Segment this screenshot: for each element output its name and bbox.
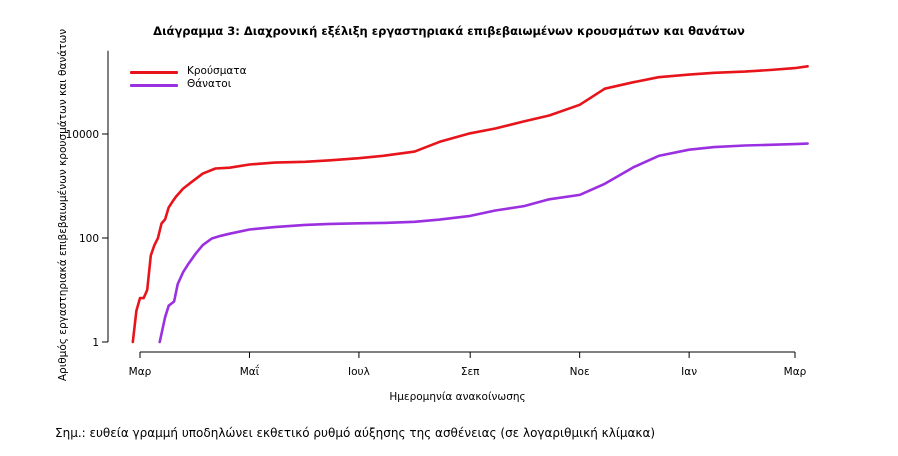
x-tick-label: Νοε: [570, 366, 590, 378]
x-tick-label: Σεπ: [461, 366, 480, 378]
x-axis-label: Ημερομηνία ανακοίνωσης: [389, 391, 526, 403]
legend-swatch-deaths: [130, 84, 178, 87]
x-tick-label: Μαρ: [129, 366, 152, 378]
y-tick-label: 1: [92, 337, 99, 349]
series-lines: [131, 65, 809, 344]
x-tick-label: Ιουλ: [348, 366, 370, 378]
x-tick-label: Μαρ: [784, 366, 807, 378]
x-tick-label: Ιαν: [681, 366, 697, 378]
chart-title: Διάγραμμα 3: Διαχρονική εξέλιξη εργαστηρ…: [153, 24, 745, 38]
y-tick-label: 100: [79, 233, 99, 245]
y-axis-label: Αριθμός εργαστηριακά επιβεβαιωμένων κρου…: [57, 28, 69, 382]
legend-label-deaths: Θάνατοι: [187, 78, 232, 90]
y-tick-label: 10000: [66, 129, 99, 141]
series-line-cases: [131, 65, 809, 344]
legend-label-cases: Κρούσματα: [187, 65, 247, 77]
axes: Μαρ Μαΐ Ιουλ Σεπ Νοε Ιαν Μαρ 1 100 10000: [66, 50, 807, 378]
chart-note: Σημ.: ευθεία γραμμή υποδηλώνει εκθετικό …: [55, 426, 656, 440]
x-tick-label: Μαΐ: [240, 364, 260, 378]
series-line-deaths: [158, 142, 809, 344]
legend-swatch-cases: [130, 71, 178, 74]
